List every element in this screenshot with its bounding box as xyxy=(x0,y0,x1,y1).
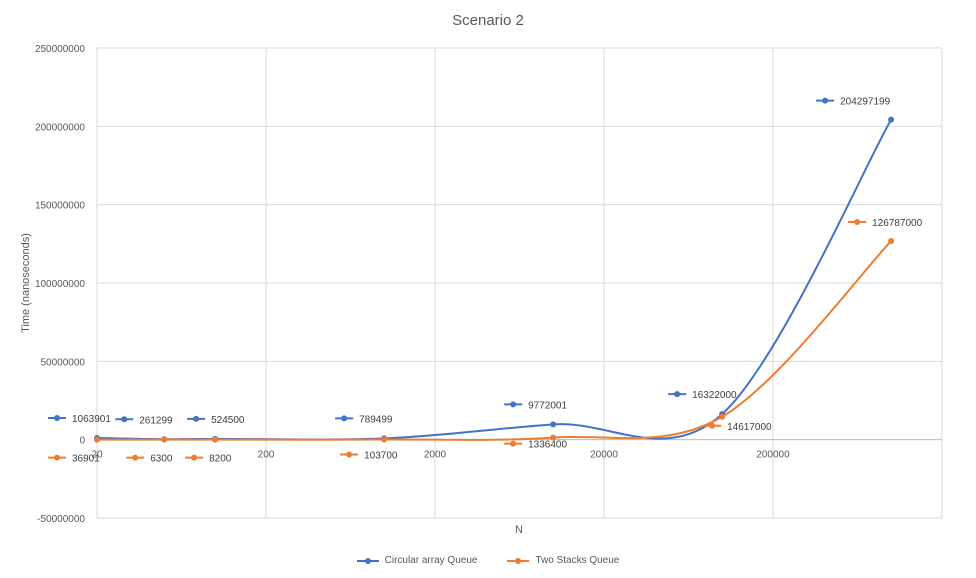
label-key-marker xyxy=(341,415,348,422)
data-label: 789499 xyxy=(359,414,393,425)
data-label: 1336400 xyxy=(528,440,567,451)
x-tick-label: 200 xyxy=(258,450,275,461)
legend-label-1: Two Stacks Queue xyxy=(535,555,620,566)
data-point xyxy=(550,434,557,441)
data-label: 204297199 xyxy=(840,97,890,108)
x-axis-label: N xyxy=(515,524,523,536)
data-label: 524500 xyxy=(211,415,245,426)
data-label: 103700 xyxy=(364,451,398,462)
data-label: 9772001 xyxy=(528,400,567,411)
label-key-marker xyxy=(709,422,716,429)
y-axis-label: Time (nanoseconds) xyxy=(20,233,32,333)
data-point xyxy=(381,436,388,443)
data-point xyxy=(94,436,100,443)
label-key-marker xyxy=(510,401,517,408)
series-line-1 xyxy=(96,240,892,441)
y-tick-label: 150000000 xyxy=(35,201,85,212)
legend: Circular array Queue Two Stacks Queue xyxy=(0,555,976,566)
data-label: 8200 xyxy=(209,454,232,465)
data-point xyxy=(550,421,557,428)
tick-labels: 250000000 200000000 150000000 100000000 5000… xyxy=(35,44,790,525)
data-labels: 1063901 261299 524500 789499 9772001 16322000… xyxy=(48,97,923,465)
label-key-marker xyxy=(54,414,60,421)
grid-lines xyxy=(96,47,943,519)
data-label: 14617000 xyxy=(727,422,772,433)
y-tick-label: 250000000 xyxy=(35,44,85,55)
label-key-marker xyxy=(191,454,198,461)
y-tick-label: 200000000 xyxy=(35,122,85,133)
data-point xyxy=(719,413,726,420)
label-key-marker xyxy=(121,416,128,423)
data-point xyxy=(161,436,168,443)
data-label: 261299 xyxy=(139,415,173,426)
chart-title: Scenario 2 xyxy=(452,12,524,29)
label-key-marker xyxy=(193,415,200,422)
label-key-marker xyxy=(674,391,681,398)
x-tick-label: 20000 xyxy=(590,450,618,461)
legend-item-1[interactable]: Two Stacks Queue xyxy=(507,555,619,566)
series-line-0 xyxy=(96,119,892,441)
data-point xyxy=(888,116,895,123)
data-label: 1063901 xyxy=(72,414,111,425)
y-tick-label: 100000000 xyxy=(35,279,85,290)
x-tick-label: 20 xyxy=(91,450,103,461)
label-key-marker xyxy=(510,440,517,447)
y-tick-label: -50000000 xyxy=(37,514,85,525)
legend-label-0: Circular array Queue xyxy=(384,555,478,566)
y-tick-label: 0 xyxy=(79,436,85,447)
data-label: 6300 xyxy=(150,454,173,465)
label-key-marker xyxy=(54,454,60,461)
x-tick-label: 200000 xyxy=(756,450,790,461)
data-point xyxy=(888,238,895,245)
data-label: 126787000 xyxy=(872,218,922,229)
legend-swatch-0 xyxy=(356,557,379,564)
label-key-marker xyxy=(346,451,353,458)
x-tick-label: 2000 xyxy=(424,450,447,461)
label-key-marker xyxy=(132,454,139,461)
data-point xyxy=(212,436,219,443)
series-lines xyxy=(94,116,895,443)
legend-swatch-1 xyxy=(507,557,530,564)
data-label: 16322000 xyxy=(692,390,737,401)
y-tick-label: 50000000 xyxy=(41,357,86,368)
label-key-marker xyxy=(822,97,829,104)
data-label: 36901 xyxy=(72,454,100,465)
label-key-marker xyxy=(854,219,861,226)
legend-item-0[interactable]: Circular array Queue xyxy=(356,555,478,566)
